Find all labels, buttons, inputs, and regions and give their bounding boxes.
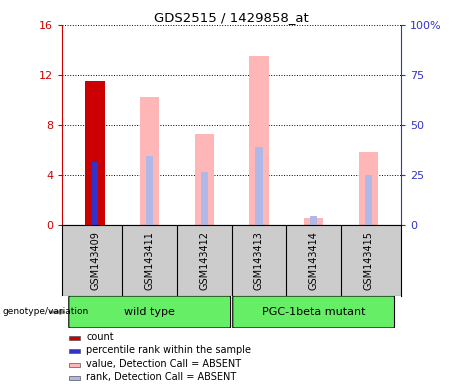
Text: GSM143412: GSM143412 bbox=[199, 231, 209, 290]
Bar bbox=[195, 134, 214, 225]
Text: count: count bbox=[87, 332, 114, 342]
Bar bbox=[146, 156, 154, 225]
Text: genotype/variation: genotype/variation bbox=[2, 308, 89, 316]
FancyBboxPatch shape bbox=[233, 296, 395, 328]
Bar bbox=[359, 152, 378, 225]
FancyBboxPatch shape bbox=[69, 296, 230, 328]
Bar bbox=[92, 162, 98, 225]
Text: value, Detection Call = ABSENT: value, Detection Call = ABSENT bbox=[87, 359, 242, 369]
Text: GSM143414: GSM143414 bbox=[308, 231, 319, 290]
Bar bbox=[310, 216, 317, 225]
Text: GSM143415: GSM143415 bbox=[363, 231, 373, 290]
Bar bbox=[69, 349, 80, 353]
Bar bbox=[255, 147, 263, 225]
Text: wild type: wild type bbox=[124, 307, 175, 317]
Text: PGC-1beta mutant: PGC-1beta mutant bbox=[262, 307, 366, 317]
Text: GSM143411: GSM143411 bbox=[145, 231, 155, 290]
Bar bbox=[304, 218, 323, 225]
Text: GSM143413: GSM143413 bbox=[254, 231, 264, 290]
Bar bbox=[85, 81, 105, 225]
Bar bbox=[140, 98, 159, 225]
Text: GSM143409: GSM143409 bbox=[90, 231, 100, 290]
Text: percentile rank within the sample: percentile rank within the sample bbox=[87, 345, 251, 356]
Bar bbox=[249, 56, 269, 225]
Bar bbox=[365, 175, 372, 225]
Bar bbox=[69, 362, 80, 367]
Text: rank, Detection Call = ABSENT: rank, Detection Call = ABSENT bbox=[87, 372, 236, 382]
Bar bbox=[69, 376, 80, 380]
Title: GDS2515 / 1429858_at: GDS2515 / 1429858_at bbox=[154, 11, 309, 24]
Bar bbox=[69, 336, 80, 340]
Bar bbox=[201, 172, 208, 225]
